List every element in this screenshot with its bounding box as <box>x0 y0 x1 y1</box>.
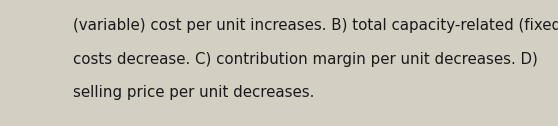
Text: (variable) cost per unit increases. B) total capacity-related (fixed): (variable) cost per unit increases. B) t… <box>73 18 558 33</box>
Text: selling price per unit decreases.: selling price per unit decreases. <box>73 85 314 100</box>
Text: costs decrease. C) contribution margin per unit decreases. D): costs decrease. C) contribution margin p… <box>73 52 537 67</box>
